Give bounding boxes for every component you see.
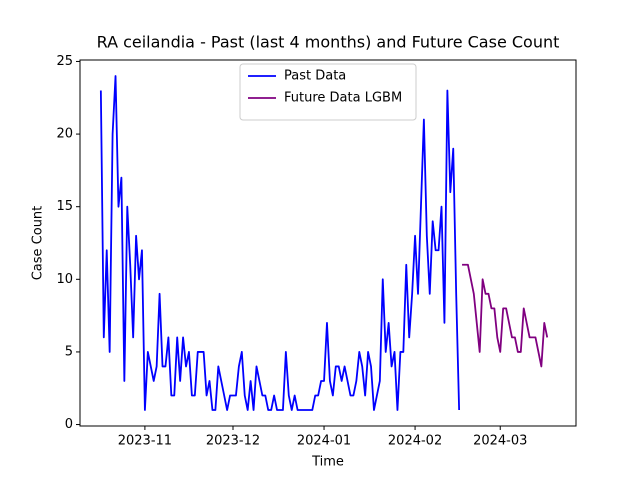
y-tick-label: 5 — [65, 344, 73, 359]
data-line — [99, 75, 461, 411]
y-tick-label: 10 — [56, 272, 73, 287]
y-tick-label: 25 — [56, 54, 73, 69]
data-line — [462, 263, 549, 368]
y-axis-label: Case Count — [31, 206, 46, 281]
x-tick-label: 2024-03 — [473, 434, 527, 449]
y-tick-label: 15 — [56, 199, 73, 214]
x-axis-label: Time — [311, 455, 344, 470]
x-tick-label: 2023-11 — [118, 434, 172, 449]
y-tick-label: 20 — [56, 127, 73, 142]
x-tick-label: 2023-12 — [206, 434, 260, 449]
y-tick-label: 0 — [65, 417, 73, 432]
legend-label: Future Data LGBM — [284, 91, 402, 106]
legend-label: Past Data — [284, 69, 346, 84]
legend-box — [239, 63, 417, 121]
x-tick-label: 2024-02 — [388, 434, 442, 449]
plot-frame — [79, 59, 577, 427]
x-tick-label: 2024-01 — [297, 434, 351, 449]
chart-title: RA ceilandia - Past (last 4 months) and … — [97, 33, 560, 52]
